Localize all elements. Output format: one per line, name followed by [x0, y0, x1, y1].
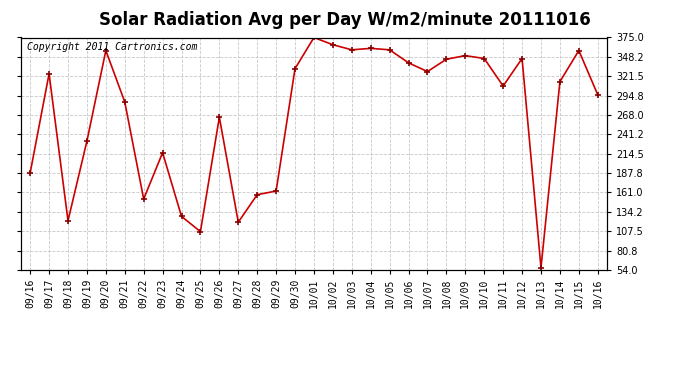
Text: Solar Radiation Avg per Day W/m2/minute 20111016: Solar Radiation Avg per Day W/m2/minute … [99, 11, 591, 29]
Text: Copyright 2011 Cartronics.com: Copyright 2011 Cartronics.com [26, 42, 197, 52]
